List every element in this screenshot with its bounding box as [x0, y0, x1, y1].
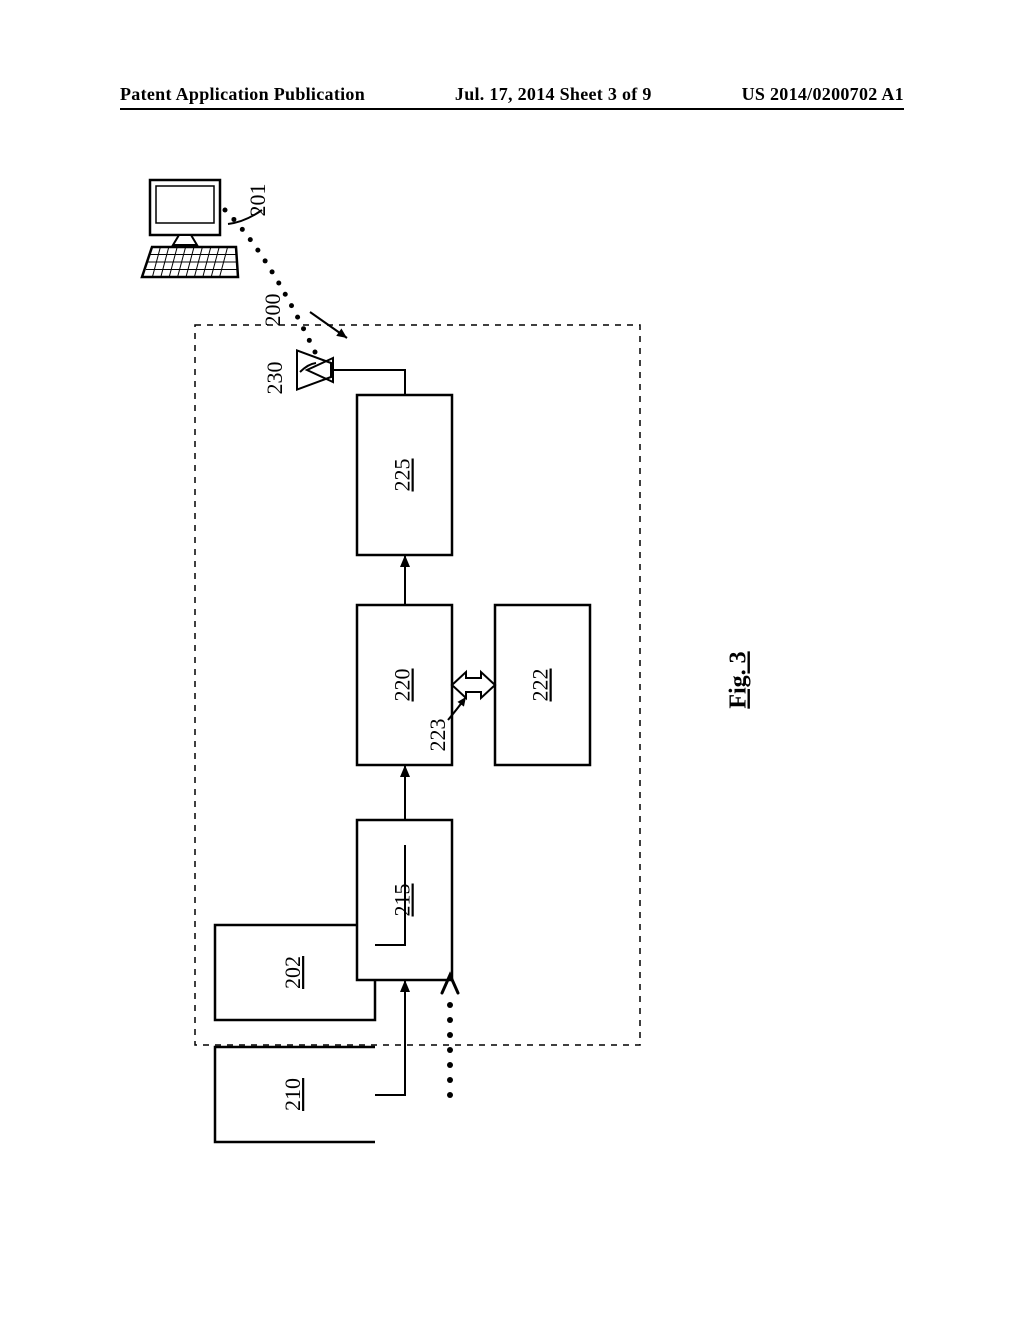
svg-text:Fig. 3: Fig. 3	[726, 651, 752, 708]
svg-text:210: 210	[280, 1078, 305, 1111]
svg-text:202: 202	[280, 956, 305, 989]
svg-text:201: 201	[245, 184, 270, 217]
page: Patent Application Publication Jul. 17, …	[0, 0, 1024, 1320]
figure-3-diagram: 202 210 215 220 222 225 200 201 223 230 Fig. 3	[0, 0, 1024, 1320]
svg-text:223: 223	[425, 719, 450, 752]
svg-text:230: 230	[262, 362, 287, 395]
svg-text:225: 225	[390, 459, 415, 492]
svg-text:215: 215	[390, 884, 415, 917]
svg-text:220: 220	[390, 669, 415, 702]
svg-text:222: 222	[528, 669, 553, 702]
svg-text:200: 200	[260, 294, 285, 327]
